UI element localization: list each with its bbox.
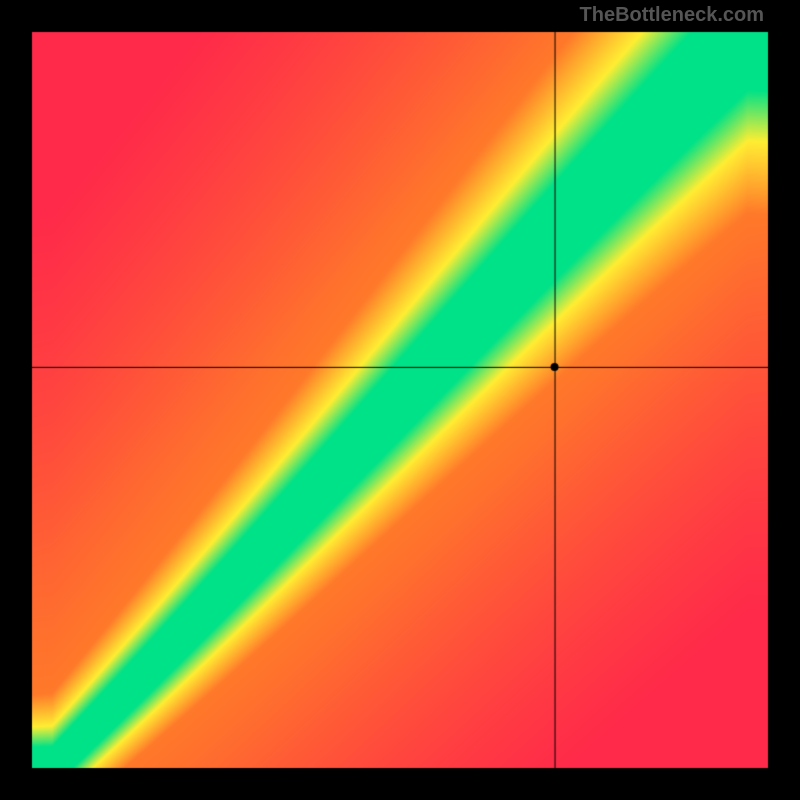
heatmap-canvas [0,0,800,800]
bottleneck-heatmap: TheBottleneck.com [0,0,800,800]
watermark-text: TheBottleneck.com [580,4,764,27]
